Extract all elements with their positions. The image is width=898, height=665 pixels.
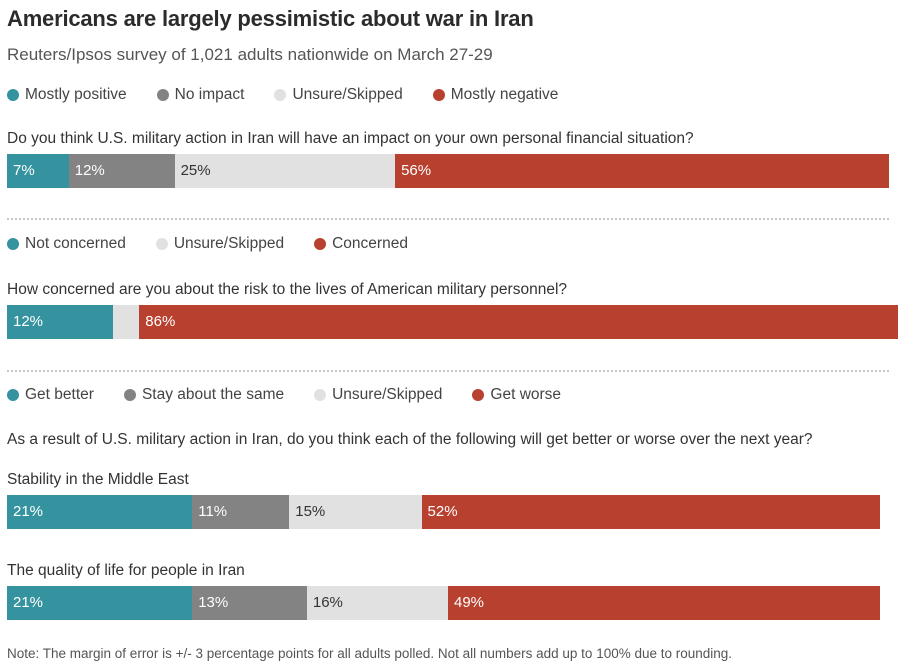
legend-item-unsure-skipped: Unsure/Skipped [314, 386, 442, 404]
bar-segment-unsure-skipped: 16% [306, 586, 448, 620]
question-next-year: As a result of U.S. military action in I… [7, 431, 813, 448]
legend-label: Unsure/Skipped [292, 86, 403, 103]
legend-label: Unsure/Skipped [332, 386, 443, 403]
question-military-personnel: How concerned are you about the risk to … [7, 281, 568, 298]
legend-label: Get better [25, 386, 94, 403]
legend-item-get-worse: Get worse [472, 386, 561, 404]
row-label-iran-quality-of-life: The quality of life for people in Iran [7, 562, 245, 579]
legend-label: Not concerned [25, 235, 126, 252]
legend-label: Get worse [490, 386, 562, 403]
data-label: 13% [198, 594, 229, 611]
legend-swatch [7, 89, 19, 101]
legend-label: Stay about the same [141, 386, 285, 403]
data-label: 7% [13, 162, 35, 179]
bar-segment-not-concerned: 12% [7, 305, 113, 339]
data-label: 15% [295, 503, 326, 520]
bar-military-personnel: 12% 86% [7, 305, 898, 339]
legend-swatch [7, 389, 19, 401]
data-label: 25% [180, 162, 211, 179]
data-label: 12% [74, 162, 105, 179]
legend-financial: Mostly positive No impact Unsure/Skipped Mo… [7, 85, 588, 105]
bar-segment-unsure-skipped: 25% [174, 154, 396, 188]
legend-next-year: Get better Stay about the same Unsure/Skip… [7, 385, 591, 405]
legend-item-concerned: Concerned [314, 235, 408, 253]
legend-item-unsure-skipped: Unsure/Skipped [155, 235, 285, 253]
bar-segment-concerned: 86% [139, 305, 898, 339]
bar-segment-stay-about-the-same: 13% [192, 586, 307, 620]
bar-segment-mostly-negative: 56% [395, 154, 889, 188]
bar-segment-get-worse: 49% [448, 586, 881, 620]
bar-segment-unsure-skipped: 15% [289, 495, 422, 529]
row-label-middle-east: Stability in the Middle East [7, 471, 189, 488]
section-divider [7, 218, 889, 220]
bar-segment-get-worse: 52% [421, 495, 881, 529]
data-label: 49% [454, 594, 485, 611]
legend-item-unsure-skipped: Unsure/Skipped [274, 86, 403, 104]
legend-swatch [314, 389, 327, 401]
bar-middle-east: 21% 11% 15% 52% [7, 495, 889, 529]
bar-segment-mostly-positive: 7% [7, 154, 69, 188]
data-label: 16% [312, 594, 343, 611]
bar-segment-no-impact: 12% [68, 154, 175, 188]
question-financial: Do you think U.S. military action in Ira… [7, 130, 694, 147]
chart-title: Americans are largely pessimistic about … [7, 6, 534, 31]
footnote: Note: The margin of error is +/- 3 perce… [7, 646, 733, 661]
legend-item-get-better: Get better [7, 386, 94, 404]
data-label: 11% [198, 503, 228, 520]
data-label: 52% [427, 503, 458, 520]
bar-iran-quality-of-life: 21% 13% 16% 49% [7, 586, 889, 620]
data-label: 12% [13, 313, 44, 330]
legend-label: Mostly negative [450, 86, 559, 103]
legend-military-personnel: Not concerned Unsure/Skipped Concerned [7, 234, 438, 254]
legend-item-mostly-positive: Mostly positive [7, 86, 127, 104]
data-label: 86% [145, 313, 176, 330]
legend-swatch [314, 238, 327, 250]
legend-label: Unsure/Skipped [173, 235, 285, 252]
legend-swatch [432, 89, 445, 101]
legend-item-not-concerned: Not concerned [7, 235, 126, 253]
legend-item-no-impact: No impact [156, 86, 245, 104]
bar-segment-get-better: 21% [7, 586, 193, 620]
legend-item-stay-about-the-same: Stay about the same [123, 386, 285, 404]
bar-segment-stay-about-the-same: 11% [192, 495, 290, 529]
legend-label: Mostly positive [25, 86, 127, 103]
bar-segment-get-better: 21% [7, 495, 193, 529]
data-label: 21% [13, 594, 44, 611]
data-label: 21% [13, 503, 44, 520]
legend-swatch [7, 238, 19, 250]
legend-swatch [274, 89, 287, 101]
legend-swatch [156, 89, 169, 101]
data-label: 56% [401, 162, 432, 179]
legend-label: Concerned [332, 235, 408, 252]
section-divider [7, 370, 889, 372]
bar-financial: 7% 12% 25% 56% [7, 154, 889, 188]
legend-swatch [472, 389, 485, 401]
chart-subtitle: Reuters/Ipsos survey of 1,021 adults nat… [7, 45, 493, 64]
legend-item-mostly-negative: Mostly negative [432, 86, 559, 104]
legend-label: No impact [174, 86, 245, 103]
bar-segment-unsure-skipped [112, 305, 140, 339]
legend-swatch [123, 389, 136, 401]
legend-swatch [155, 238, 168, 250]
